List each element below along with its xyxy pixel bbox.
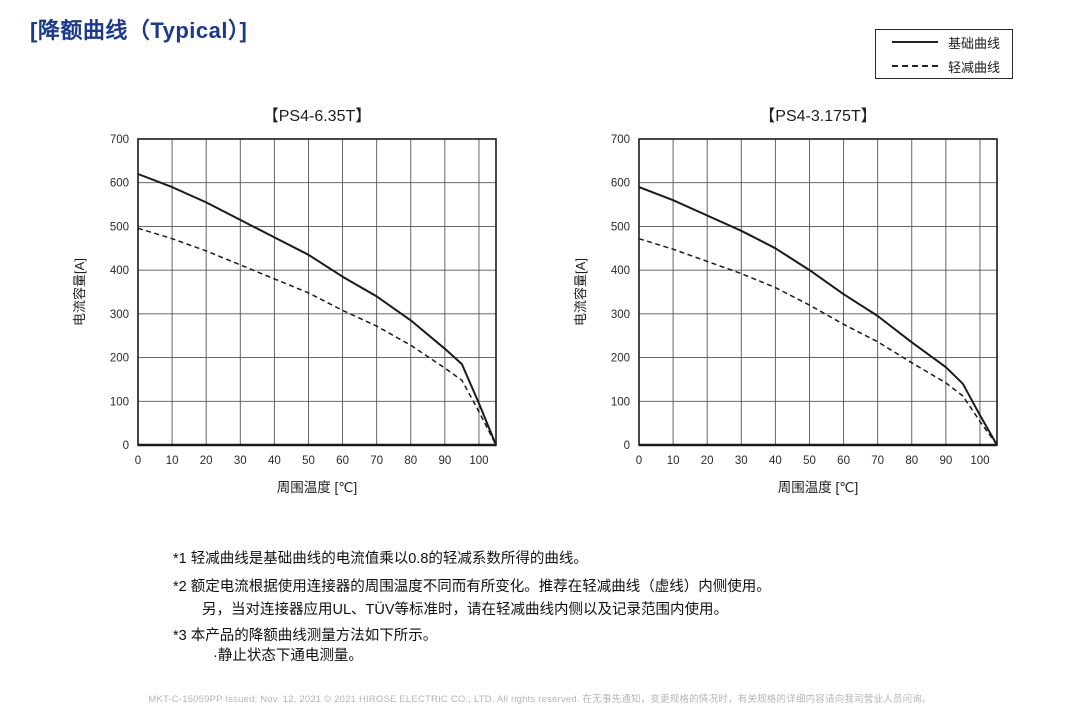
note-1: *1 轻减曲线是基础曲线的电流值乘以0.8的轻减系数所得的曲线。 xyxy=(173,551,588,567)
x-tick-label: 20 xyxy=(200,455,213,467)
y-tick-label: 200 xyxy=(611,353,630,365)
y-tick-label: 500 xyxy=(611,221,630,233)
y-tick-label: 700 xyxy=(110,134,129,146)
y-tick-label: 100 xyxy=(611,396,630,408)
x-tick-label: 100 xyxy=(970,455,989,467)
notes-block: *1 轻减曲线是基础曲线的电流值乘以0.8的轻减系数所得的曲线。 *2 额定电流… xyxy=(173,549,771,666)
note-2-continued: 另，当对连接器应用UL、TÜV等标准时，请在轻减曲线内侧以及记录范围内使用。 xyxy=(202,602,729,618)
y-tick-label: 700 xyxy=(611,134,630,146)
x-tick-label: 60 xyxy=(336,455,349,467)
y-tick-label: 500 xyxy=(110,221,129,233)
y-tick-label: 0 xyxy=(123,440,129,452)
series-dashed-curve xyxy=(137,227,497,446)
plot-border xyxy=(137,138,497,446)
y-tick-label: 300 xyxy=(110,309,129,321)
legend-row-derated: 轻减曲线 xyxy=(876,57,1012,76)
page-title: [降额曲线（Typical）] xyxy=(30,18,248,43)
y-tick-label: 400 xyxy=(611,265,630,277)
x-tick-label: 80 xyxy=(905,455,918,467)
legend-label-basic-curve: 基础曲线 xyxy=(948,35,1001,51)
note-2: *2 额定电流根据使用连接器的周围温度不同而有所变化。推荐在轻减曲线（虚线）内侧… xyxy=(173,579,771,595)
y-axis-label: 电流容量[A] xyxy=(72,258,87,326)
solid-line-icon xyxy=(892,41,938,43)
x-tick-label: 90 xyxy=(939,455,952,467)
y-tick-label: 300 xyxy=(611,309,630,321)
y-tick-label: 100 xyxy=(110,396,129,408)
dashed-line-icon xyxy=(892,65,938,67)
chart-title-ps4-635t: 【PS4-6.35T】 xyxy=(262,108,372,125)
x-tick-label: 10 xyxy=(667,455,680,467)
x-axis-label: 周围温度 [℃] xyxy=(778,480,858,495)
y-tick-label: 600 xyxy=(611,178,630,190)
x-tick-label: 80 xyxy=(404,455,417,467)
x-tick-label: 50 xyxy=(302,455,315,467)
x-tick-label: 20 xyxy=(701,455,714,467)
series-solid-curve xyxy=(638,186,998,446)
x-tick-label: 70 xyxy=(370,455,383,467)
x-tick-label: 60 xyxy=(837,455,850,467)
x-tick-label: 10 xyxy=(166,455,179,467)
x-tick-label: 50 xyxy=(803,455,816,467)
y-tick-label: 400 xyxy=(110,265,129,277)
x-tick-label: 30 xyxy=(735,455,748,467)
note-3: *3 本产品的降额曲线测量方法如下所示。 xyxy=(173,628,438,644)
x-tick-label: 30 xyxy=(234,455,247,467)
x-tick-label: 40 xyxy=(268,455,281,467)
x-tick-label: 90 xyxy=(438,455,451,467)
y-tick-label: 200 xyxy=(110,353,129,365)
legend-label-derated-curve: 轻减曲线 xyxy=(948,59,1001,75)
series-solid-curve xyxy=(137,173,497,446)
footer-copyright: MKT-C-15059PP Issued: Nov. 12, 2021 © 20… xyxy=(148,694,932,705)
x-axis-label: 周围温度 [℃] xyxy=(277,480,357,495)
series-dashed-curve xyxy=(638,237,998,446)
note-3-bullet: ·静止状态下通电测量。 xyxy=(213,648,363,664)
y-tick-label: 600 xyxy=(110,178,129,190)
chart-ps4-635t: 0 100 200 300 400 500 600 700 0 10 20 30 40 50 60 70 80 9… xyxy=(72,134,497,495)
chart-ps4-3175t: 0 100 200 300 400 500 600 700 0 10 20 30 40 50 60 70 80 9… xyxy=(573,134,998,495)
x-tick-label: 0 xyxy=(636,455,642,467)
y-axis-label: 电流容量[A] xyxy=(573,258,588,326)
legend-box: 基础曲线 轻减曲线 xyxy=(875,29,1013,79)
x-tick-label: 0 xyxy=(135,455,141,467)
x-tick-label: 100 xyxy=(469,455,488,467)
x-tick-label: 70 xyxy=(871,455,884,467)
y-tick-label: 0 xyxy=(624,440,630,452)
plot-border xyxy=(638,138,998,446)
x-tick-label: 40 xyxy=(769,455,782,467)
chart-title-ps4-3175t: 【PS4-3.175T】 xyxy=(759,108,877,125)
legend-row-basic: 基础曲线 xyxy=(876,33,1012,52)
